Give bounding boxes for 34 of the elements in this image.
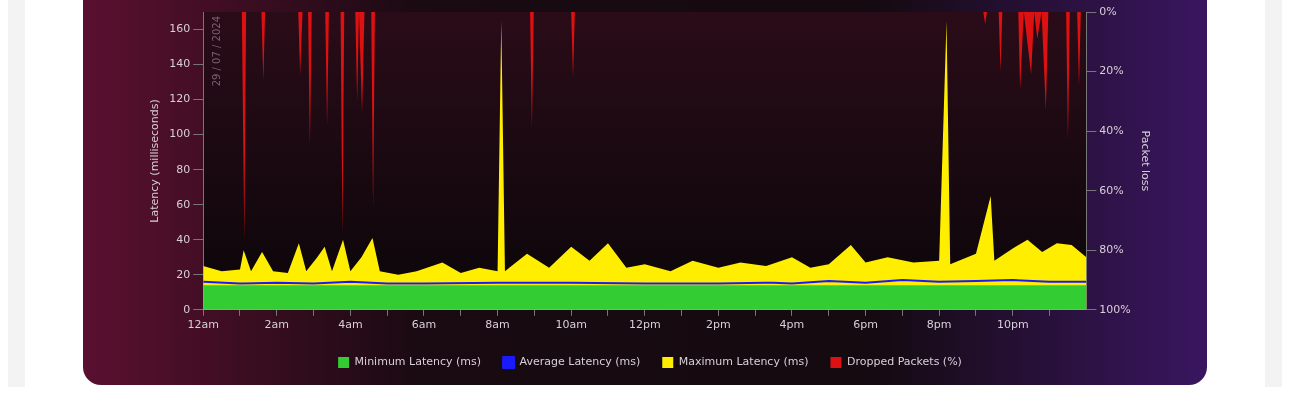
legend-label: Minimum Latency (ms): [354, 355, 482, 369]
legend-label: Dropped Packets (%): [846, 355, 962, 369]
y2-axis-title: Packet loss: [1138, 130, 1152, 192]
y-tick-label: 40: [176, 232, 191, 246]
x-tick-label: 12pm: [628, 318, 661, 332]
legend-label: Average Latency (ms): [519, 355, 641, 369]
x-tick-label: 2pm: [706, 318, 731, 332]
x-tick-label: 4am: [338, 318, 363, 332]
x-tick-label: 12am: [187, 318, 219, 332]
y-tick-label: 120: [169, 92, 191, 106]
x-tick-label: 2am: [264, 318, 290, 332]
y-tick-label: 80: [176, 162, 191, 176]
x-tick-label: 4pm: [779, 318, 805, 332]
y-axis-title: Latency (milliseconds): [148, 99, 162, 223]
y-tick-label: 140: [169, 57, 191, 71]
y-tick-label: 0: [183, 302, 191, 316]
x-tick-label: 8am: [485, 318, 510, 332]
x-tick-label: 10am: [555, 318, 587, 332]
legend-label: Maximum Latency (ms): [678, 355, 809, 369]
y-tick-label: 160: [169, 22, 191, 36]
y-tick-label: 20: [176, 267, 191, 281]
x-tick-label: 10pm: [996, 318, 1029, 332]
y2-tick-label: 20%: [1099, 64, 1124, 78]
x-tick-label: 6pm: [853, 318, 878, 332]
y2-tick-label: 100%: [1099, 302, 1131, 316]
x-tick-label: 8pm: [926, 318, 952, 332]
y-tick-label: 60: [176, 197, 191, 211]
y2-tick-label: 40%: [1099, 123, 1124, 137]
y2-tick-label: 60%: [1099, 183, 1124, 197]
y-tick-label: 100: [169, 127, 191, 141]
annotation: 29 / 07 / 2024: [210, 16, 222, 87]
x-tick-label: 6am: [411, 318, 437, 332]
y2-tick-label: 80%: [1099, 243, 1124, 257]
y2-tick-label: 0%: [1099, 4, 1117, 18]
